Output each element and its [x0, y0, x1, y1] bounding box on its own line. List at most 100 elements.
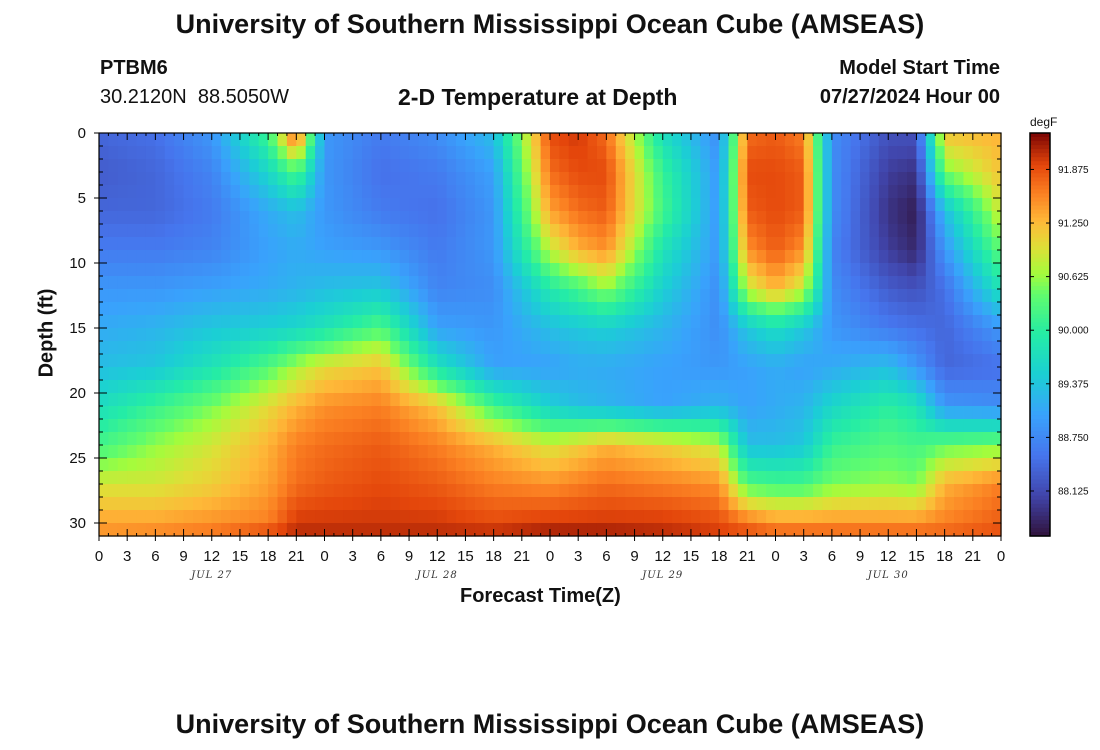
heat-cell — [653, 510, 664, 524]
heat-cell — [916, 133, 927, 147]
heat-cell — [615, 263, 626, 277]
heat-cell — [531, 237, 542, 251]
heat-cell — [568, 237, 579, 251]
heat-cell — [183, 250, 194, 264]
heat-cell — [888, 302, 899, 316]
heat-cell — [813, 146, 824, 160]
heat-cell — [474, 237, 485, 251]
heat-cell — [625, 510, 636, 524]
heat-cell — [540, 328, 551, 342]
heat-cell — [897, 198, 908, 212]
heat-cell — [362, 341, 373, 355]
heat-cell — [841, 341, 852, 355]
heat-cell — [296, 289, 307, 303]
heat-cell — [850, 393, 861, 407]
heat-cell — [127, 484, 138, 498]
heat-cell — [239, 250, 250, 264]
heat-cell — [925, 146, 936, 160]
heat-cell — [390, 341, 401, 355]
heat-cell — [409, 367, 420, 381]
heat-cell — [305, 315, 316, 329]
heat-cell — [719, 328, 730, 342]
heat-cell — [709, 354, 720, 368]
heat-cell — [521, 185, 532, 199]
heat-cell — [258, 289, 269, 303]
heat-cell — [794, 198, 805, 212]
heat-cell — [296, 328, 307, 342]
heat-cell — [550, 250, 560, 264]
heat-cell — [296, 406, 307, 420]
heat-cell — [427, 484, 438, 498]
heat-cell — [277, 211, 288, 225]
heat-cell — [108, 497, 119, 511]
heat-cell — [127, 458, 138, 472]
heat-cell — [399, 237, 410, 251]
heat-cell — [587, 367, 598, 381]
heat-cell — [324, 393, 335, 407]
heat-cell — [164, 432, 175, 446]
heat-cell — [127, 445, 138, 459]
heat-cell — [268, 471, 279, 485]
colorbar-segment — [1030, 294, 1050, 299]
heat-cell — [907, 133, 918, 147]
heat-cell — [794, 471, 805, 485]
heat-cell — [456, 380, 467, 394]
heat-cell — [324, 250, 335, 264]
heat-cell — [897, 445, 908, 459]
colorbar-segment — [1030, 427, 1050, 432]
heat-cell — [690, 302, 701, 316]
heat-cell — [540, 484, 551, 498]
heat-cell — [550, 224, 560, 238]
heat-cell — [512, 419, 523, 433]
heat-cell — [737, 289, 748, 303]
heat-cell — [596, 237, 607, 251]
heat-cell — [446, 523, 457, 537]
heat-cell — [766, 497, 777, 511]
heat-cell — [822, 458, 833, 472]
heat-cell — [239, 393, 250, 407]
heat-cell — [484, 380, 495, 394]
heat-cell — [822, 341, 833, 355]
heat-cell — [756, 237, 767, 251]
heat-cell — [127, 367, 138, 381]
heat-cell — [540, 393, 551, 407]
colorbar: 91.87591.25090.62590.00089.37588.75088.1… — [1029, 132, 1089, 537]
heat-cell — [578, 315, 589, 329]
heat-cell — [615, 497, 626, 511]
heat-cell — [521, 432, 532, 446]
heat-cell — [841, 237, 852, 251]
heat-cell — [474, 172, 485, 186]
heat-cell — [145, 315, 156, 329]
heat-cell — [155, 263, 166, 277]
heat-cell — [925, 159, 936, 173]
heat-cell — [813, 133, 824, 147]
heat-cell — [136, 510, 147, 524]
heat-cell — [888, 393, 899, 407]
heat-cell — [155, 211, 166, 225]
heat-cell — [841, 445, 852, 459]
heat-cell — [794, 289, 805, 303]
heat-cell — [737, 497, 748, 511]
heat-cell — [277, 185, 288, 199]
heat-cell — [249, 510, 260, 524]
heat-cell — [841, 510, 852, 524]
colorbar-segment — [1030, 431, 1050, 436]
heat-cell — [315, 198, 326, 212]
heat-cell — [982, 354, 993, 368]
heat-cell — [437, 289, 448, 303]
heat-cell — [568, 224, 579, 238]
heat-cell — [869, 341, 880, 355]
heat-cell — [286, 289, 297, 303]
heat-cell — [907, 432, 918, 446]
heat-cell — [822, 406, 833, 420]
heat-cell — [944, 159, 955, 173]
heat-cell — [127, 224, 138, 238]
heat-cell — [108, 133, 119, 147]
heat-cell — [456, 315, 467, 329]
heat-cell — [991, 523, 1002, 537]
heat-cell — [775, 224, 786, 238]
heat-cell — [700, 458, 711, 472]
heat-cell — [399, 497, 410, 511]
heat-cell — [258, 510, 269, 524]
